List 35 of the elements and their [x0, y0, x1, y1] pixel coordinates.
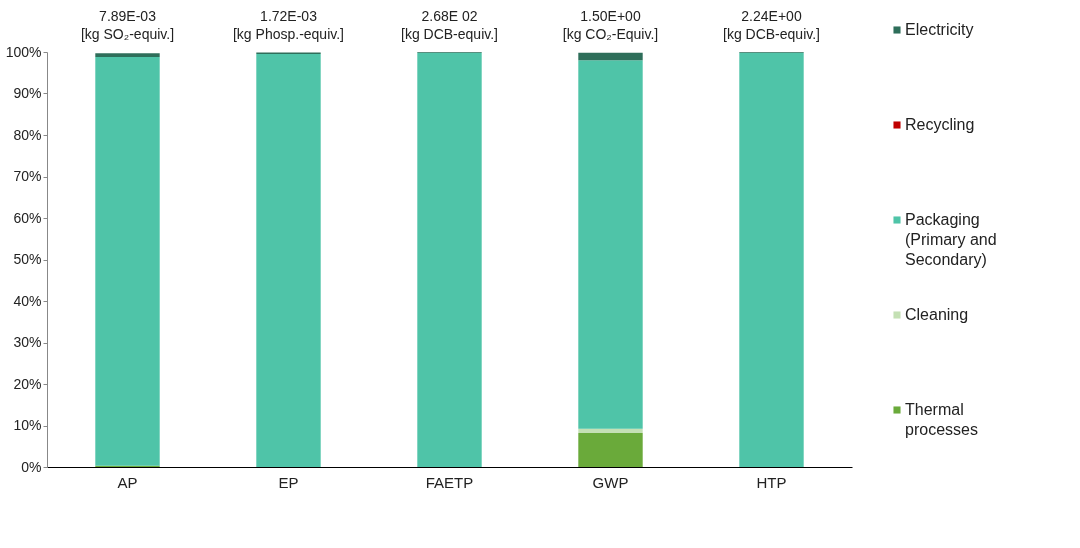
y-tick-label: 0% — [21, 458, 42, 475]
bar — [95, 53, 160, 57]
text: 7.89E-03 [kg SO₂-equiv.] — [80, 8, 175, 42]
legend-label: Cleaning — [905, 306, 969, 323]
text: 1.72E-03 [kg Phosp.-equiv.] — [232, 8, 345, 42]
x-tick-label: AP — [117, 473, 138, 491]
bar — [578, 432, 643, 467]
bar — [578, 428, 643, 433]
y-tick-label: 50% — [13, 251, 42, 267]
y-tick-label: 20% — [13, 375, 42, 392]
y-tick-label: 30% — [13, 334, 42, 350]
bar — [417, 52, 482, 467]
y-tick-label: 40% — [13, 292, 42, 309]
x-tick-label: EP — [278, 473, 299, 491]
x-tick-label: GWP — [592, 473, 629, 491]
legend-label: Recycling — [905, 116, 975, 133]
bar — [578, 52, 643, 61]
y-tick-label: 10% — [13, 417, 42, 433]
y-tick-label: 90% — [13, 85, 42, 101]
text: 1.50E+00 [kg CO₂-Equiv.] — [562, 8, 659, 42]
y-tick-label: 80% — [13, 126, 42, 143]
text: 2.24E+00 [kg DCB-equiv.] — [723, 8, 820, 42]
bar — [578, 60, 643, 429]
y-tick-label: 60% — [13, 209, 42, 226]
x-tick-label: FAETP — [425, 473, 474, 491]
x-tick-label: HTP — [756, 473, 787, 491]
y-tick-label: 100% — [5, 43, 42, 60]
bar — [256, 54, 321, 467]
bar — [739, 52, 804, 467]
legend-label: Thermal processes — [905, 401, 978, 438]
legend-label: Electricity — [905, 21, 974, 38]
bar — [95, 56, 160, 466]
y-tick-label: 70% — [13, 168, 42, 184]
legend-label: Packaging (Primary and Secondary) — [905, 211, 997, 268]
text: 2.68E 02 [kg DCB-equiv.] — [401, 8, 498, 42]
